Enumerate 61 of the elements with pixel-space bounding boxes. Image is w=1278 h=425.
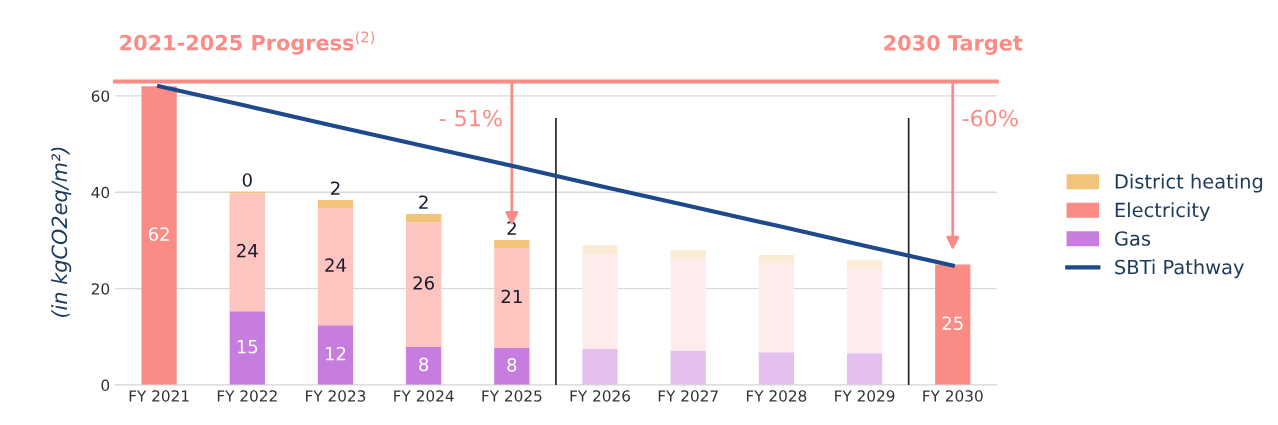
bar: [406, 222, 442, 347]
data-label: 2: [331, 181, 340, 195]
annotation: - 51%: [439, 109, 502, 127]
bar: [582, 253, 618, 349]
bar: [317, 208, 354, 326]
bar: [846, 353, 883, 386]
bar: [758, 263, 795, 353]
bar: [141, 86, 177, 386]
bar: [494, 240, 530, 249]
annotation: -60%: [962, 109, 1018, 127]
data-label: 15: [237, 340, 258, 354]
x-tick-label: FY 2030: [923, 390, 983, 402]
bar: [317, 325, 354, 386]
data-label: 24: [325, 258, 346, 272]
bar: [229, 193, 265, 312]
x-tick-label: FY 2029: [835, 390, 895, 402]
bar: [494, 248, 530, 348]
bar: [846, 267, 883, 354]
data-label: 12: [325, 346, 346, 361]
x-tick-label: FY 2023: [306, 390, 366, 402]
x-tick-label: FY 2021: [129, 390, 189, 402]
bar: [846, 260, 883, 268]
x-tick-label: FY 2025: [482, 390, 542, 402]
y-tick-label: 60: [91, 90, 110, 102]
x-tick-label: FY 2024: [394, 390, 454, 402]
bar: [229, 311, 265, 386]
bar: [670, 350, 706, 386]
bar: [582, 245, 618, 254]
data-label: 24: [237, 243, 258, 258]
data-label: 2: [419, 195, 428, 209]
y-tick-label: 20: [91, 283, 110, 295]
data-label: 21: [501, 289, 522, 304]
bar: [670, 250, 706, 260]
bar: [406, 213, 442, 223]
data-label: 8: [507, 358, 517, 372]
legend-label: District heating: [1115, 173, 1263, 193]
legend-label: Gas: [1115, 231, 1151, 246]
x-tick-label: FY 2028: [746, 390, 807, 402]
bar: [758, 352, 795, 386]
bar: [670, 259, 706, 351]
bar: [582, 348, 618, 386]
legend-label: SBTi Pathway: [1115, 259, 1244, 279]
data-label: 25: [942, 316, 963, 331]
data-label: 26: [413, 276, 435, 290]
bar: [406, 346, 442, 386]
x-tick-label: FY 2022: [217, 390, 277, 402]
y-tick-label: 40: [91, 186, 110, 199]
x-tick-label: FY 2026: [570, 390, 630, 402]
x-tick-label: FY 2027: [658, 390, 718, 402]
legend-label: Electricity: [1115, 202, 1210, 222]
data-label: 0: [242, 173, 252, 187]
data-label: 62: [148, 227, 169, 241]
bar: [317, 200, 354, 209]
y-tick-label: 0: [101, 379, 110, 392]
y-axis-title: (in kgCO2eq/m²): [51, 147, 72, 317]
data-label: 8: [419, 357, 429, 372]
bar: [935, 264, 971, 386]
bar: [758, 254, 795, 264]
annotation: 2021-2025 Progress$^{(2)}$: [120, 31, 375, 55]
bar: [494, 347, 530, 386]
annotation: 2030 Target: [884, 35, 1023, 55]
